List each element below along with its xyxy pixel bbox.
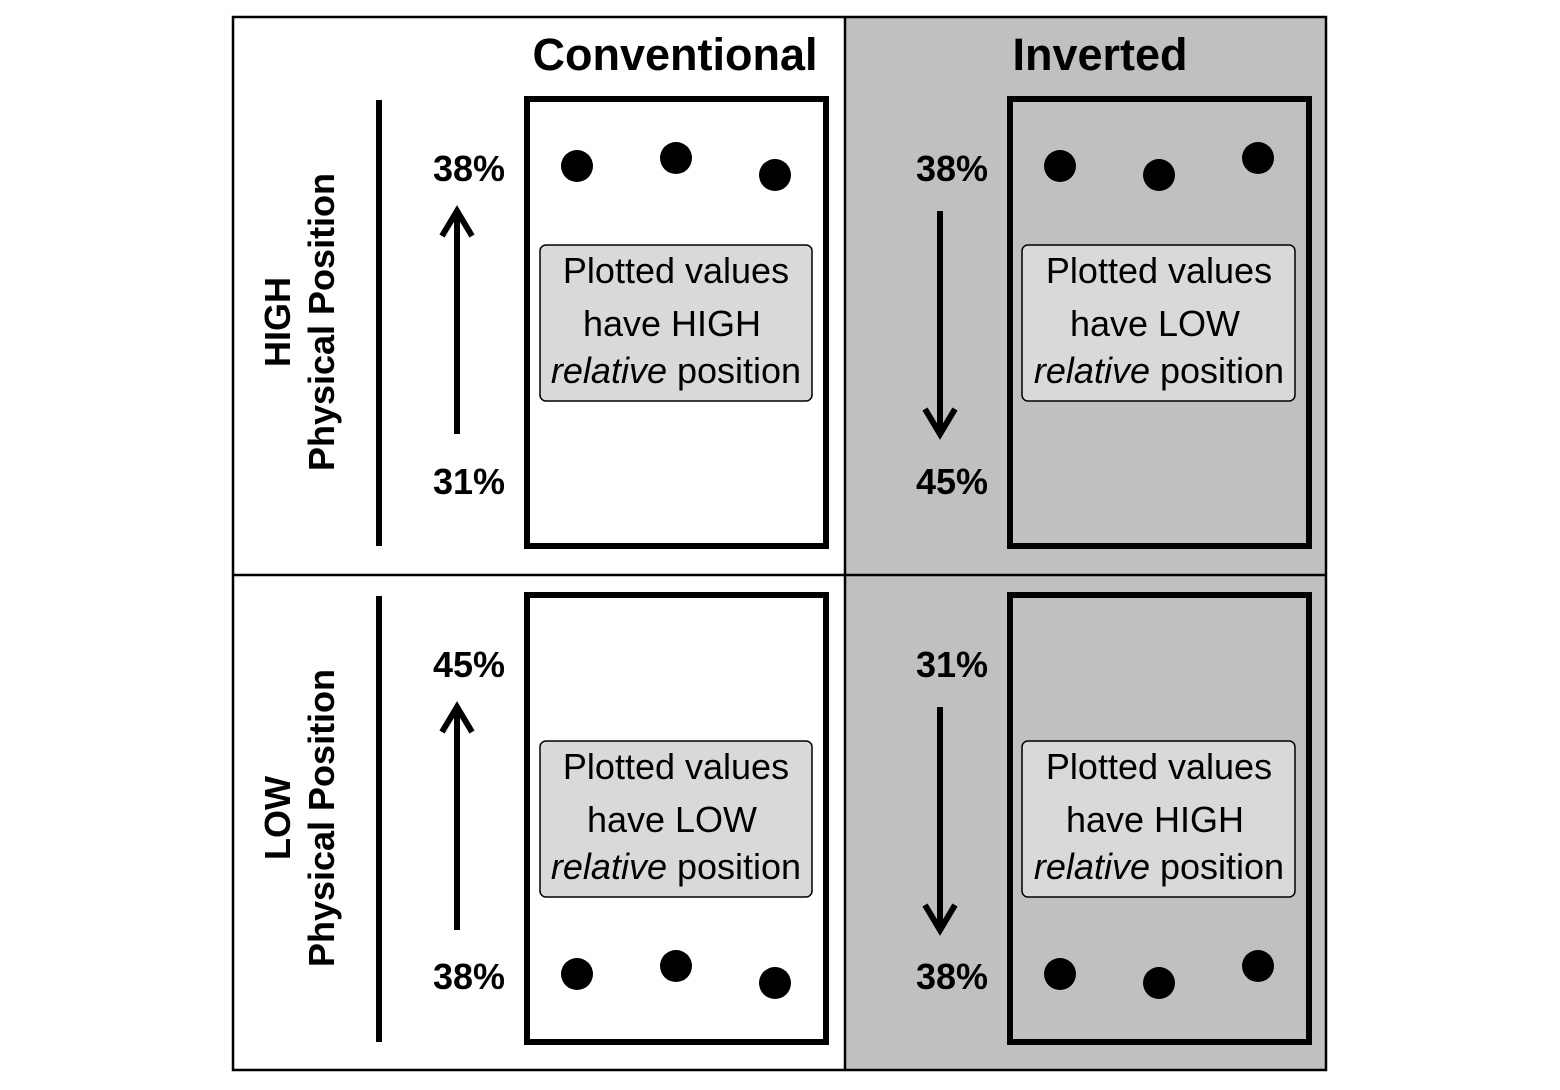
- callout-line-1: Plotted values: [563, 746, 789, 787]
- tick-bottom: 45%: [916, 461, 988, 502]
- outer-frame: [231, 15, 1328, 1072]
- row-label-high-top: HIGH: [257, 277, 298, 367]
- tick-top: 38%: [433, 148, 505, 189]
- data-dot: [660, 142, 692, 174]
- callout-emphasis: relative: [551, 350, 667, 391]
- callout-line-3: relative position: [1034, 350, 1284, 391]
- callout-line-2: have HIGH: [1066, 799, 1244, 840]
- data-dot: [1143, 159, 1175, 191]
- panel-low-conventional: 45% 38% Plotted values have LOW relative…: [433, 592, 829, 1045]
- callout-box: [1021, 244, 1296, 402]
- arrow-down-icon: [922, 707, 958, 936]
- data-dot: [1143, 967, 1175, 999]
- callout-line-2: have LOW: [587, 799, 757, 840]
- arrow-up-icon: [439, 701, 475, 930]
- column-title-inverted: Inverted: [1012, 29, 1187, 80]
- callout-box: [539, 244, 813, 402]
- tick-bottom: 38%: [433, 956, 505, 997]
- tick-bottom: 38%: [916, 956, 988, 997]
- callout-box: [1021, 740, 1296, 898]
- callout-emphasis: relative: [1034, 350, 1150, 391]
- callout-emphasis: relative: [551, 846, 667, 887]
- arrow-down-icon: [922, 211, 958, 440]
- tick-bottom: 31%: [433, 461, 505, 502]
- callout-box: [539, 740, 813, 898]
- column-title-conventional: Conventional: [532, 29, 817, 80]
- data-dot: [660, 950, 692, 982]
- data-dot: [561, 150, 593, 182]
- callout-line-2: have HIGH: [583, 303, 761, 344]
- data-dot: [561, 958, 593, 990]
- data-dot: [1242, 142, 1274, 174]
- data-dot: [759, 159, 791, 191]
- callout-line-1: Plotted values: [563, 250, 789, 291]
- callout-line-3: relative position: [551, 350, 801, 391]
- callout-line-1: Plotted values: [1046, 746, 1272, 787]
- data-dot: [1242, 950, 1274, 982]
- tick-top: 45%: [433, 644, 505, 685]
- row-label-low: LOW Physical Position: [257, 669, 342, 967]
- callout-line-1: Plotted values: [1046, 250, 1272, 291]
- row-label-high: HIGH Physical Position: [257, 173, 342, 471]
- data-dot: [759, 967, 791, 999]
- callout-line-3: relative position: [551, 846, 801, 887]
- callout-line-3: relative position: [1034, 846, 1284, 887]
- callout-line-3-rest: position: [1150, 350, 1284, 391]
- row-label-high-bottom: Physical Position: [301, 173, 342, 471]
- data-dot: [1044, 150, 1076, 182]
- callout-line-2: have LOW: [1070, 303, 1240, 344]
- arrow-up-icon: [439, 205, 475, 434]
- panel-low-inverted: 31% 38% Plotted values have HIGH relativ…: [916, 592, 1312, 1045]
- callout-line-3-rest: position: [667, 350, 801, 391]
- panel-high-inverted: 38% 45% Plotted values have LOW relative…: [916, 96, 1312, 549]
- tick-top: 38%: [916, 148, 988, 189]
- data-dot: [1044, 958, 1076, 990]
- row-label-low-bottom: Physical Position: [301, 669, 342, 967]
- callout-line-3-rest: position: [667, 846, 801, 887]
- callout-line-3-rest: position: [1150, 846, 1284, 887]
- panel-high-conventional: 38% 31% Plotted values have HIGH relativ…: [433, 96, 829, 549]
- row-label-low-top: LOW: [257, 776, 298, 860]
- tick-top: 31%: [916, 644, 988, 685]
- callout-emphasis: relative: [1034, 846, 1150, 887]
